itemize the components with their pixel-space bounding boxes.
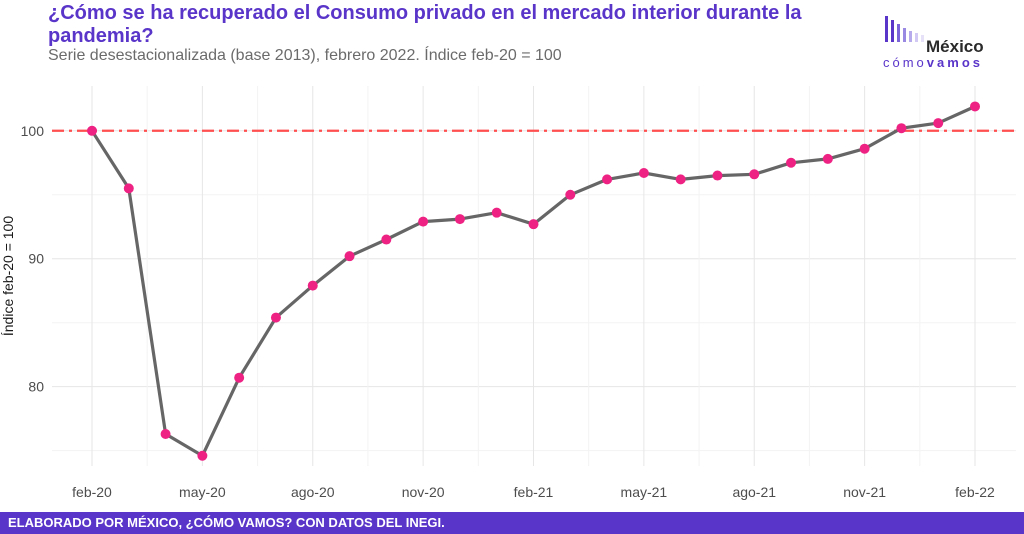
data-point	[87, 125, 97, 136]
data-point	[822, 153, 833, 164]
y-tick-label: 80	[28, 379, 44, 395]
data-point	[749, 169, 760, 180]
x-tick-label: nov-21	[843, 484, 886, 500]
line-chart: 80 90 100 feb-20 may-20 ago-20 nov-20 feb-21 may…	[0, 86, 1016, 500]
data-point	[234, 372, 245, 383]
data-point	[896, 123, 907, 134]
data-point	[197, 450, 208, 461]
logo-tagline-bold: vamos	[926, 55, 983, 70]
data-point	[307, 280, 318, 291]
y-tick-label: 100	[21, 123, 45, 139]
chart-subtitle: Serie desestacionalizada (base 2013), fe…	[48, 47, 562, 64]
logo-bars-icon	[885, 16, 924, 42]
data-point	[491, 207, 502, 218]
mexico-como-vamos-logo: México cómovamos	[880, 14, 1010, 72]
x-tick-label: ago-21	[732, 484, 776, 500]
data-point	[160, 429, 171, 440]
data-point	[344, 251, 355, 262]
x-tick-label: feb-22	[955, 484, 995, 500]
logo-wordmark: México	[926, 37, 984, 56]
x-tick-label: ago-20	[291, 484, 335, 500]
x-tick-label: feb-20	[72, 484, 112, 500]
data-point	[528, 219, 539, 230]
x-tick-label: may-21	[621, 484, 668, 500]
y-axis-label: Índice feb-20 = 100	[0, 216, 16, 336]
x-tick-label: feb-21	[514, 484, 554, 500]
data-point	[454, 214, 465, 225]
data-point	[270, 312, 281, 323]
x-tick-label: may-20	[179, 484, 226, 500]
logo-tagline: cómovamos	[883, 55, 1007, 70]
data-point	[933, 118, 944, 129]
data-point	[970, 101, 980, 112]
data-point	[638, 168, 649, 179]
data-point	[602, 174, 613, 185]
data-point	[565, 189, 576, 200]
data-point	[859, 143, 870, 154]
data-point	[381, 234, 392, 245]
data-point	[786, 157, 797, 168]
data-point	[712, 170, 723, 181]
logo-tagline-light: cómo	[883, 55, 927, 70]
chart-title: ¿Cómo se ha recuperado el Consumo privad…	[48, 2, 802, 47]
footer-credit: ELABORADO POR MÉXICO, ¿CÓMO VAMOS? CON D…	[0, 512, 1024, 534]
data-point	[418, 216, 429, 227]
data-point	[123, 183, 134, 194]
x-tick-label: nov-20	[402, 484, 445, 500]
data-point	[675, 174, 686, 185]
y-tick-label: 90	[28, 251, 44, 267]
